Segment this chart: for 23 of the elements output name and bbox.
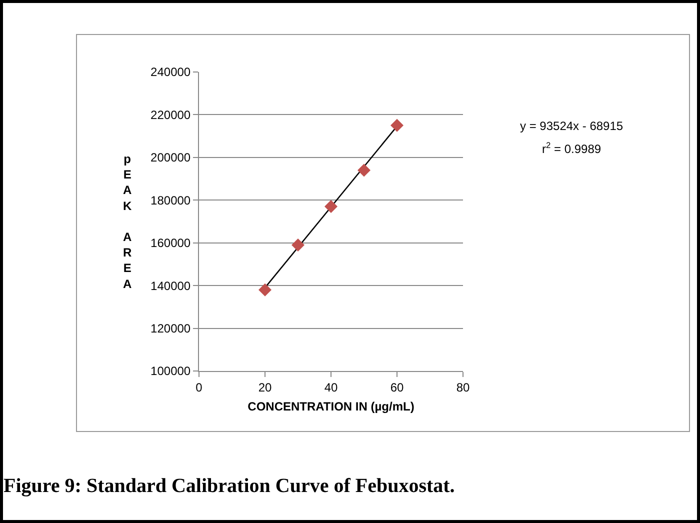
y-tick-label: 100000 (150, 364, 191, 378)
text: pEAK AREA (123, 152, 132, 291)
x-tick-label: 40 (324, 380, 338, 394)
point (358, 164, 370, 177)
x-tick-label: 80 (456, 380, 470, 394)
x-axis-title: CONCENTRATION IN (µg/mL) (248, 399, 414, 414)
y-tick-label: 240000 (150, 65, 191, 80)
y-tick-label: 180000 (150, 193, 191, 208)
y-tick-label: 200000 (150, 150, 191, 165)
text: y = 93524x - 68915 (520, 119, 624, 133)
point (258, 283, 272, 296)
y-tick-label: 160000 (150, 236, 191, 250)
point (324, 200, 338, 214)
y-tick-label: 140000 (150, 278, 191, 293)
x-tick-label: 60 (390, 380, 404, 394)
y-tick-label: 220000 (150, 108, 191, 122)
x-tick-label: 0 (196, 380, 203, 394)
text: Figure 9: Standard Calibration Curve of Febuxostat. (4, 474, 455, 497)
point (390, 118, 404, 132)
text: r$^{2}$ = 0.9989 (542, 140, 602, 156)
y-tick-label: 120000 (150, 321, 191, 336)
x-tick-label: 20 (258, 380, 272, 394)
point (292, 238, 304, 252)
